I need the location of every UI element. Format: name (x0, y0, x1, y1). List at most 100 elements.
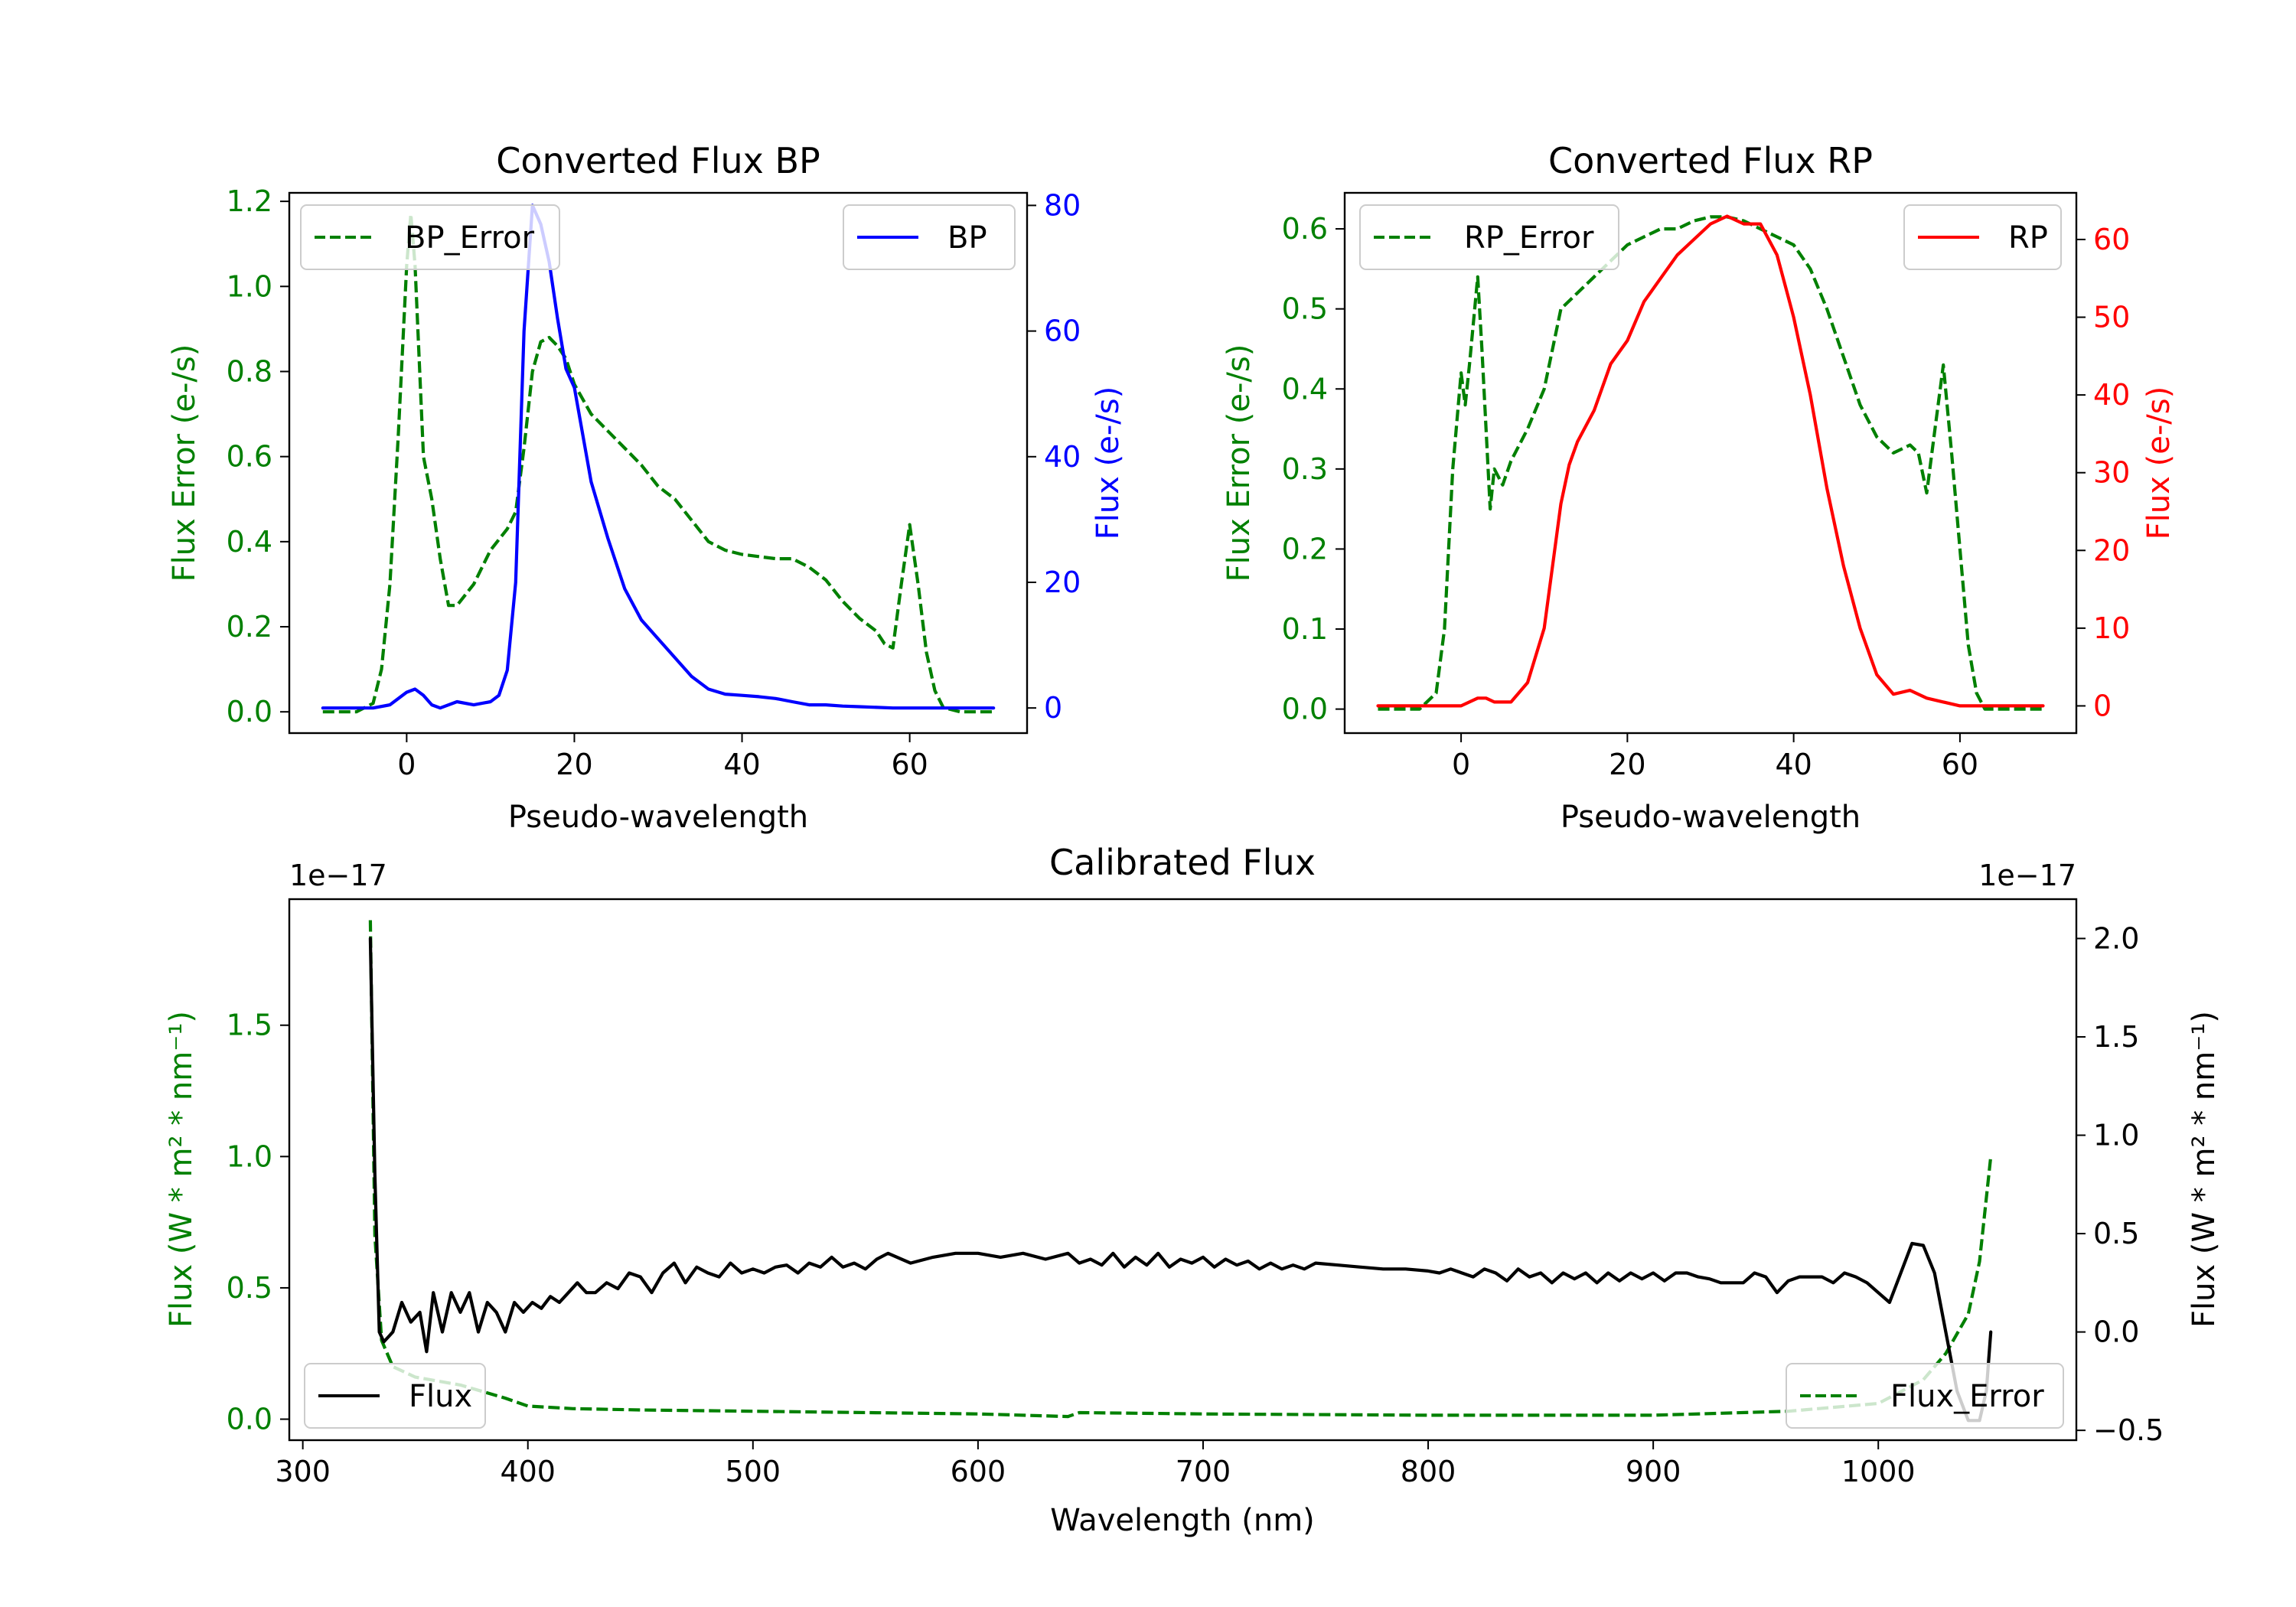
left-tick-label: 0.1 (1282, 612, 1328, 646)
left-tick-label: 1.2 (227, 184, 272, 218)
right-tick-label: 1.0 (2093, 1119, 2139, 1152)
cal-right-axis-label: Flux (W * m² * nm⁻¹) (2187, 1011, 2222, 1328)
cal-right-axis: −0.5 0.0 0.5 1.0 1.5 2.0 (2076, 921, 2164, 1447)
bp-left-axis: 0.0 0.2 0.4 0.6 0.8 1.0 1.2 (227, 184, 289, 729)
left-tick-label: 0.2 (1282, 532, 1328, 566)
bp-legend-label: BP (947, 220, 987, 256)
right-tick-label: 40 (2093, 378, 2130, 412)
left-tick-label: 0.8 (227, 354, 272, 388)
right-tick-label: 2.0 (2093, 921, 2139, 955)
legend-box (300, 204, 560, 270)
rp-rp-line (1376, 214, 2045, 708)
bp-error-legend-label: BP_Error (405, 220, 535, 256)
rp-rp-error-line (1378, 215, 2043, 711)
x-tick-label: 0 (397, 748, 416, 781)
legend-box (843, 204, 1016, 270)
rp-plot-frame (1343, 191, 2078, 735)
rp-left-axis: 0.0 0.1 0.2 0.3 0.4 0.5 0.6 (1282, 212, 1345, 726)
bp-left-axis-label: Flux Error (e-/s) (167, 344, 202, 582)
right-tick-label: 0.0 (2093, 1315, 2139, 1349)
right-tick-label: 0 (1044, 691, 1062, 725)
right-tick-label: 20 (1044, 566, 1081, 599)
legend-box (1359, 204, 1619, 270)
bp-title: Converted Flux BP (496, 140, 820, 181)
left-tick-label: 0.5 (227, 1271, 272, 1305)
legend-box (1903, 204, 2062, 270)
bp-series-group (321, 204, 996, 714)
cal-x-axis-label: Wavelength (nm) (1050, 1503, 1315, 1538)
cal-right-offset-text: 1e−17 (1978, 859, 2076, 892)
left-tick-label: 0.0 (227, 1403, 272, 1436)
legend-box (304, 1363, 486, 1429)
rp-legend-flux: RP (1903, 204, 2062, 270)
x-tick-label: 60 (891, 748, 928, 781)
cal-flux-line (368, 937, 1993, 1423)
bp-x-axis: 0 20 40 60 (397, 733, 928, 781)
bp-bp-line (321, 204, 996, 710)
x-tick-label: 700 (1176, 1455, 1231, 1488)
left-tick-label: 0.0 (227, 695, 272, 729)
left-tick-label: 1.5 (227, 1009, 272, 1042)
panel-calibrated: Calibrated Flux 1e−17 1e−17 300 400 500 600… (164, 842, 2222, 1538)
cal-legend-flux: Flux (304, 1363, 486, 1429)
bp-right-axis-label: Flux (e-/s) (1091, 386, 1126, 539)
x-tick-label: 40 (723, 748, 760, 781)
cal-plot-frame (288, 898, 2078, 1442)
left-tick-label: 0.3 (1282, 452, 1328, 486)
rp-right-axis-label: Flux (e-/s) (2141, 386, 2177, 539)
legend-box (1786, 1363, 2064, 1429)
rp-right-axis: 0 10 20 30 40 50 60 (2076, 223, 2130, 722)
x-tick-label: 500 (726, 1455, 781, 1488)
rp-x-axis-label: Pseudo-wavelength (1561, 800, 1861, 835)
x-tick-label: 600 (951, 1455, 1006, 1488)
left-tick-label: 0.6 (227, 440, 272, 474)
left-tick-label: 0.2 (227, 610, 272, 644)
cal-x-axis: 300 400 500 600 700 800 900 1000 (275, 1440, 1916, 1488)
x-tick-label: 0 (1452, 748, 1470, 781)
rp-left-axis-label: Flux Error (e-/s) (1221, 344, 1257, 582)
right-tick-label: 0 (2093, 689, 2112, 722)
cal-error-legend-label: Flux_Error (1890, 1379, 2044, 1414)
bp-right-axis: 0 20 40 60 80 (1027, 188, 1081, 725)
bp-bp-error-line (322, 212, 994, 714)
right-tick-label: −0.5 (2093, 1413, 2164, 1447)
left-tick-label: 0.4 (1282, 372, 1328, 406)
x-tick-label: 20 (1609, 748, 1645, 781)
panel-rp: Converted Flux RP 0 20 40 60 0.00.10.20.30.… (1221, 140, 2177, 835)
left-tick-label: 0.4 (227, 525, 272, 559)
right-tick-label: 50 (2093, 301, 2130, 334)
x-tick-label: 800 (1401, 1455, 1456, 1488)
right-tick-label: 1.5 (2093, 1020, 2139, 1054)
bp-legend-error: BP_Error (300, 204, 560, 270)
rp-title: Converted Flux RP (1548, 140, 1873, 181)
bp-legend-flux: BP (843, 204, 1016, 270)
rp-x-axis: 0 20 40 60 (1452, 733, 1978, 781)
rp-error-legend-label: RP_Error (1464, 220, 1594, 256)
cal-left-axis-label: Flux (W * m² * nm⁻¹) (164, 1011, 199, 1328)
x-tick-label: 300 (275, 1455, 331, 1488)
bp-x-axis-label: Pseudo-wavelength (508, 800, 808, 835)
cal-title: Calibrated Flux (1049, 842, 1316, 883)
right-tick-label: 0.5 (2093, 1217, 2139, 1250)
bp-plot-frame (288, 191, 1029, 735)
panel-bp: Converted Flux BP 0 20 40 60 0.00.20.40.60.… (167, 140, 1126, 835)
cal-legend-error: Flux_Error (1786, 1363, 2064, 1429)
right-tick-label: 60 (1044, 315, 1081, 348)
rp-legend-label: RP (2008, 220, 2048, 256)
x-tick-label: 20 (556, 748, 592, 781)
cal-left-offset-text: 1e−17 (289, 859, 387, 892)
x-tick-label: 400 (500, 1455, 556, 1488)
left-tick-label: 1.0 (227, 269, 272, 303)
right-tick-label: 60 (2093, 223, 2130, 256)
cal-flux-legend-label: Flux (409, 1379, 472, 1414)
left-tick-label: 0.5 (1282, 292, 1328, 326)
left-tick-label: 1.0 (227, 1139, 272, 1173)
x-tick-label: 60 (1942, 748, 1978, 781)
right-tick-label: 30 (2093, 456, 2130, 490)
x-tick-label: 900 (1626, 1455, 1681, 1488)
right-tick-label: 20 (2093, 533, 2130, 567)
cal-left-axis: 0.0 0.5 1.0 1.5 (227, 1009, 289, 1436)
rp-series-group (1376, 214, 2045, 711)
x-tick-label: 40 (1775, 748, 1812, 781)
